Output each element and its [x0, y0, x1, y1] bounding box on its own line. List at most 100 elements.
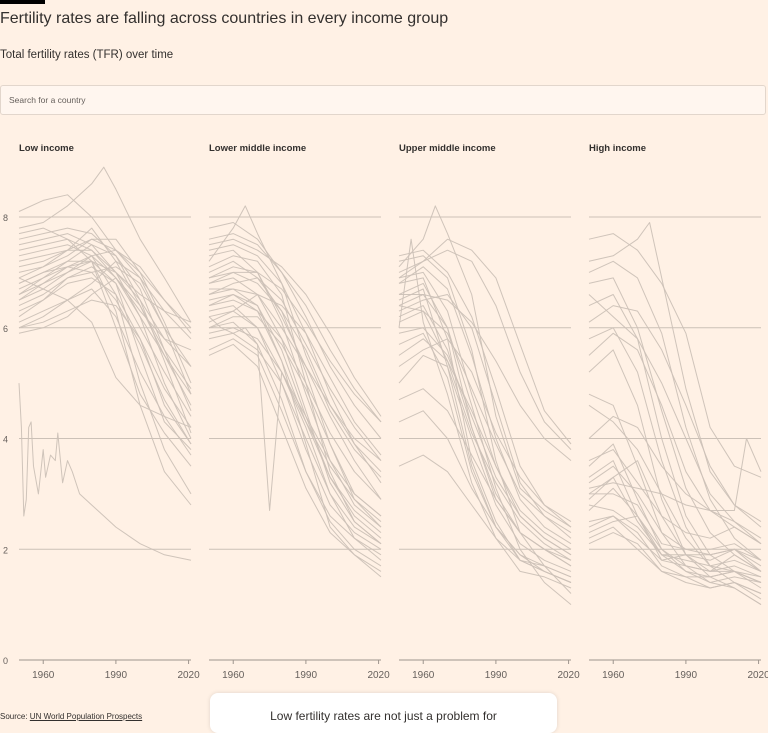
series-line-1-25	[208, 343, 382, 578]
series-line-0-3	[18, 249, 192, 395]
series-line-1-11	[208, 277, 382, 461]
source-link[interactable]: UN World Population Prospects	[29, 712, 143, 721]
series-line-3-18	[588, 294, 762, 545]
series-line-0-11	[18, 266, 192, 450]
search-placeholder: Search for a country	[9, 95, 86, 105]
series-line-1-15	[208, 338, 382, 567]
series-line-3-27	[588, 438, 762, 511]
series-line-0-26	[18, 277, 192, 428]
series-line-2-7	[398, 332, 572, 578]
series-line-3-17	[588, 460, 762, 583]
chart-subtitle: Total fertility rates (TFR) over time	[0, 49, 174, 61]
series-line-3-24	[588, 305, 762, 528]
series-line-3-16	[588, 532, 762, 594]
series-line-0-9	[18, 244, 192, 412]
series-line-0-13	[18, 227, 192, 389]
search-country-input[interactable]: Search for a country	[0, 85, 766, 115]
series-line-0-21	[18, 260, 192, 340]
series-line-1-14	[209, 288, 382, 539]
series-line-2-10	[398, 338, 572, 550]
source-note: Source: UN World Population Prospects	[0, 712, 142, 721]
series-line-1-5	[208, 321, 382, 556]
series-line-0-25	[18, 383, 192, 561]
series-line-3-19	[588, 332, 762, 545]
x-tick-label-0-2020: 2020	[177, 670, 200, 681]
series-line-3-22	[588, 449, 762, 545]
series-line-3-21	[588, 233, 762, 478]
series-line-2-14	[398, 310, 572, 534]
series-line-1-8	[208, 299, 382, 500]
y-tick-label-6: 6	[3, 324, 8, 334]
y-tick-label-2: 2	[3, 545, 8, 555]
series-line-1-13	[208, 305, 382, 561]
series-line-2-18	[398, 255, 572, 578]
series-line-0-12	[18, 238, 192, 467]
series-line-0-10	[18, 238, 192, 384]
series-line-0-19	[18, 249, 192, 334]
x-tick-label-1-1960: 1960	[222, 670, 245, 681]
panel-title-0: Low income	[19, 143, 74, 154]
series-line-2-9	[398, 282, 572, 561]
panel-title-2: Upper middle income	[399, 143, 496, 154]
series-line-2-4	[398, 238, 572, 589]
series-line-2-23	[398, 338, 572, 523]
x-tick-label-0-1990: 1990	[105, 670, 128, 681]
series-line-1-27	[208, 316, 382, 517]
series-line-3-15	[588, 487, 762, 567]
series-line-2-21	[398, 294, 572, 605]
series-line-2-22	[398, 454, 572, 583]
series-line-1-20	[208, 249, 382, 500]
series-line-2-6	[398, 305, 572, 561]
series-line-2-19	[399, 294, 572, 461]
panel-title-3: High income	[589, 143, 646, 154]
source-prefix: Source:	[0, 712, 30, 721]
series-line-2-3	[398, 305, 572, 567]
x-tick-label-3-2020: 2020	[747, 670, 768, 681]
x-tick-label-2-2020: 2020	[557, 670, 580, 681]
series-line-0-0	[18, 166, 192, 323]
series-line-0-22	[18, 238, 192, 395]
series-line-2-16	[398, 266, 572, 545]
series-line-2-15	[398, 388, 572, 567]
y-tick-label-0: 0	[3, 656, 8, 666]
series-line-1-10	[208, 332, 382, 545]
series-line-2-11	[398, 294, 572, 539]
series-line-3-23	[588, 404, 762, 583]
series-line-1-21	[208, 294, 382, 572]
series-line-1-22	[208, 316, 382, 517]
x-tick-label-0-1960: 1960	[32, 670, 55, 681]
series-line-0-24	[18, 260, 192, 506]
series-line-1-16	[208, 222, 382, 439]
series-line-1-18	[208, 266, 382, 528]
series-line-1-4	[208, 310, 382, 550]
x-tick-label-2-1990: 1990	[485, 670, 508, 681]
series-line-0-20	[18, 227, 192, 323]
series-line-2-8	[398, 249, 572, 528]
y-tick-label-4: 4	[3, 435, 8, 445]
series-line-3-0	[588, 222, 762, 523]
series-line-3-12	[588, 443, 762, 583]
series-line-2-0	[398, 205, 572, 528]
x-tick-label-3-1990: 1990	[675, 670, 698, 681]
series-line-2-24	[398, 238, 572, 445]
series-line-0-1	[18, 194, 192, 329]
series-line-3-11	[588, 526, 762, 583]
series-line-3-14	[589, 493, 762, 561]
series-line-2-20	[398, 410, 572, 583]
series-line-2-2	[398, 288, 572, 594]
series-line-3-5	[588, 349, 762, 606]
series-line-2-12	[398, 354, 572, 572]
x-tick-label-1-1990: 1990	[295, 670, 318, 681]
series-line-1-12	[208, 255, 382, 545]
chart-title: Fertility rates are falling across count…	[0, 10, 449, 27]
series-line-3-1	[588, 260, 762, 561]
popup-text: Low fertility rates are not just a probl…	[270, 709, 497, 723]
series-line-0-8	[18, 299, 192, 428]
series-line-1-9	[208, 244, 382, 484]
series-line-3-20	[588, 415, 762, 539]
x-tick-label-3-1960: 1960	[602, 670, 625, 681]
series-line-0-23	[18, 255, 192, 495]
series-line-3-3	[588, 294, 762, 589]
series-line-3-26	[588, 465, 762, 572]
